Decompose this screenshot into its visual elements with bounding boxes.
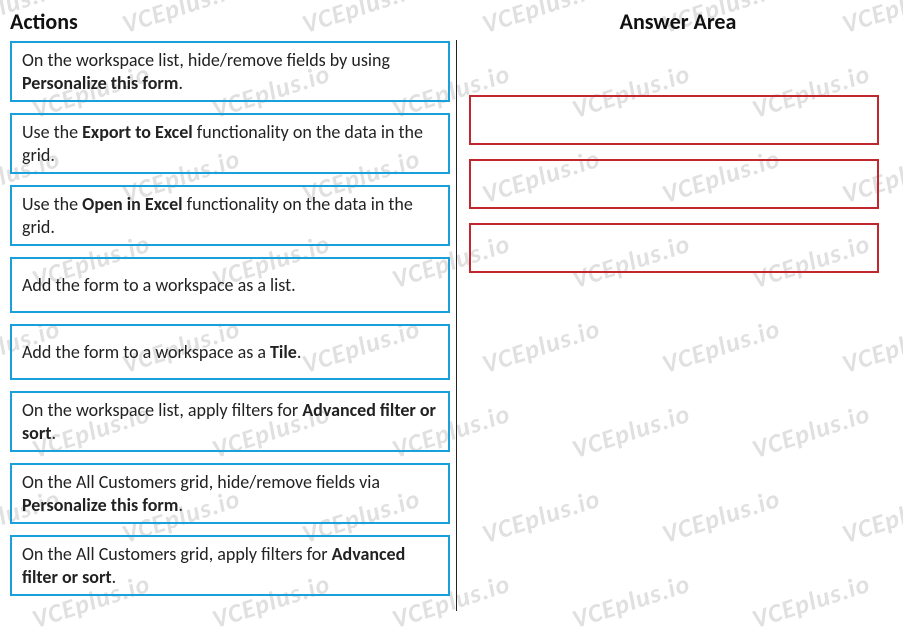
- answer-slots: [463, 95, 893, 287]
- content-layer: Actions On the workspace list, hide/remo…: [0, 0, 903, 629]
- action-text-bold: Personalize this form: [22, 72, 178, 94]
- action-item[interactable]: On the All Customers grid, hide/remove f…: [10, 463, 450, 524]
- action-text-pre: On the workspace list, hide/remove field…: [22, 49, 390, 71]
- action-text-pre: On the All Customers grid, apply filters…: [22, 543, 332, 565]
- action-text-pre: Add the form to a workspace as a list.: [22, 274, 296, 296]
- action-item[interactable]: Use the Open in Excel functionality on t…: [10, 185, 450, 246]
- column-divider: [456, 40, 457, 611]
- action-item[interactable]: On the All Customers grid, apply filters…: [10, 535, 450, 596]
- action-text-pre: On the workspace list, apply filters for: [22, 399, 302, 421]
- action-text-pre: Add the form to a workspace as a: [22, 341, 270, 363]
- action-text-post: .: [178, 72, 183, 94]
- action-text-bold: Open in Excel: [82, 193, 182, 215]
- answer-column: Answer Area: [463, 8, 893, 621]
- answer-area-header: Answer Area: [463, 8, 893, 35]
- action-item[interactable]: Add the form to a workspace as a Tile.: [10, 324, 450, 380]
- answer-slot[interactable]: [469, 159, 879, 209]
- action-text-post: .: [178, 494, 183, 516]
- actions-column: Actions On the workspace list, hide/remo…: [10, 8, 450, 621]
- action-text-post: .: [112, 566, 117, 588]
- action-text-pre: On the All Customers grid, hide/remove f…: [22, 471, 380, 493]
- action-item[interactable]: On the workspace list, apply filters for…: [10, 391, 450, 452]
- action-text-pre: Use the: [22, 193, 82, 215]
- action-text-bold: Export to Excel: [82, 121, 193, 143]
- action-item[interactable]: Add the form to a workspace as a list.: [10, 257, 450, 313]
- action-item[interactable]: On the workspace list, hide/remove field…: [10, 41, 450, 102]
- action-text-pre: Use the: [22, 121, 82, 143]
- actions-list: On the workspace list, hide/remove field…: [10, 41, 450, 607]
- answer-slot[interactable]: [469, 223, 879, 273]
- action-text-post: .: [297, 341, 302, 363]
- actions-header: Actions: [10, 8, 450, 35]
- action-item[interactable]: Use the Export to Excel functionality on…: [10, 113, 450, 174]
- action-text-bold: Tile: [270, 341, 297, 363]
- answer-slot[interactable]: [469, 95, 879, 145]
- action-text-bold: Personalize this form: [22, 494, 178, 516]
- action-text-post: .: [52, 422, 57, 444]
